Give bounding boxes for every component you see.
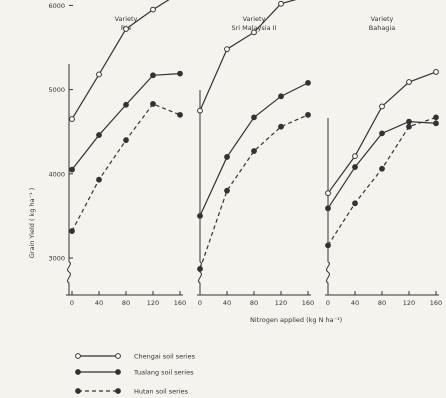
- y-tick-label: 6000: [48, 2, 65, 10]
- series-line: [327, 116, 437, 246]
- panel-title-line1: Variety: [115, 15, 138, 23]
- panel-title-line2: Bahagia: [369, 24, 395, 32]
- data-point: [406, 123, 412, 130]
- x-tick-label: 80: [378, 299, 386, 307]
- data-point: [177, 70, 183, 77]
- data-point: [96, 176, 102, 183]
- series-line: [71, 73, 181, 170]
- y-tick-label: 3000: [48, 255, 65, 263]
- data-point: [96, 71, 102, 78]
- y-tick-label: 5000: [48, 86, 65, 94]
- data-point: [251, 148, 257, 154]
- x-tick-label: 40: [223, 299, 231, 307]
- data-point: [406, 79, 412, 85]
- series-line: [71, 103, 181, 232]
- y-tick-label: 4000: [48, 170, 65, 178]
- x-tick-label: 0: [326, 299, 330, 307]
- data-point: [379, 165, 385, 172]
- data-point: [251, 114, 257, 121]
- data-point: [150, 101, 156, 107]
- x-tick-label: 120: [147, 299, 159, 307]
- data-point: [197, 107, 203, 114]
- panel-1: VarietyRia040801201603000400050006000: [48, 0, 186, 307]
- data-point: [224, 154, 230, 160]
- data-point: [96, 132, 102, 138]
- x-tick-label: 0: [198, 299, 202, 307]
- data-point: [352, 164, 358, 170]
- legend-label: Tualang soil series: [133, 369, 194, 377]
- data-point: [305, 111, 311, 118]
- legend-marker: [75, 369, 81, 375]
- data-point: [352, 200, 358, 207]
- data-point: [352, 153, 358, 160]
- legend-marker: [115, 388, 121, 394]
- y-axis-label: Grain Yield ( kg ha⁻¹ ): [28, 188, 36, 259]
- data-point: [224, 187, 230, 194]
- data-point: [325, 242, 331, 249]
- data-point: [69, 166, 75, 173]
- x-tick-label: 40: [351, 299, 359, 307]
- panel-title-line1: Variety: [243, 15, 266, 23]
- axis-break: [326, 261, 330, 295]
- data-point: [69, 116, 75, 122]
- data-point: [379, 130, 385, 137]
- x-tick-label: 40: [95, 299, 103, 307]
- x-tick-label: 160: [302, 299, 314, 307]
- x-tick-label: 120: [275, 299, 287, 307]
- data-point: [379, 103, 385, 110]
- legend-marker: [115, 353, 121, 359]
- legend-marker: [75, 353, 81, 359]
- data-point: [197, 213, 203, 219]
- data-point: [433, 114, 439, 121]
- data-point: [433, 120, 439, 127]
- x-tick-label: 120: [403, 299, 415, 307]
- data-point: [224, 46, 230, 53]
- panel-title-line1: Variety: [371, 15, 394, 23]
- legend-label: Chengai soil series: [134, 353, 196, 361]
- axis-break: [198, 261, 202, 295]
- data-point: [150, 72, 156, 79]
- data-point: [325, 205, 331, 212]
- chart-panels: VarietyRia040801201603000400050006000Var…: [48, 0, 442, 307]
- data-point: [278, 93, 284, 100]
- data-point: [406, 118, 412, 125]
- data-point: [278, 123, 284, 130]
- data-point: [325, 190, 331, 197]
- legend-marker: [115, 369, 121, 375]
- data-point: [69, 228, 75, 234]
- data-point: [433, 69, 439, 75]
- axis-break: [67, 261, 71, 295]
- data-point: [150, 6, 156, 13]
- series-line: [199, 114, 309, 270]
- data-point: [123, 101, 129, 108]
- data-point: [123, 26, 129, 32]
- x-tick-label: 160: [430, 299, 442, 307]
- data-point: [177, 111, 183, 118]
- panel-title-line2: Sri Malaysia II: [232, 24, 277, 32]
- data-point: [305, 79, 311, 86]
- data-point: [278, 0, 284, 7]
- data-point: [197, 266, 203, 272]
- x-axis-label: Nitrogen applied (kg N ha⁻¹): [250, 316, 342, 324]
- legend-marker: [75, 388, 81, 394]
- x-tick-label: 80: [122, 299, 130, 307]
- x-tick-label: 80: [250, 299, 258, 307]
- x-tick-label: 0: [70, 299, 74, 307]
- legend: Chengai soil series Tualang soil series Hu…: [75, 353, 196, 396]
- data-point: [251, 29, 257, 36]
- legend-label: Hutan soil series: [134, 388, 189, 396]
- data-point: [123, 137, 129, 144]
- x-tick-label: 160: [174, 299, 186, 307]
